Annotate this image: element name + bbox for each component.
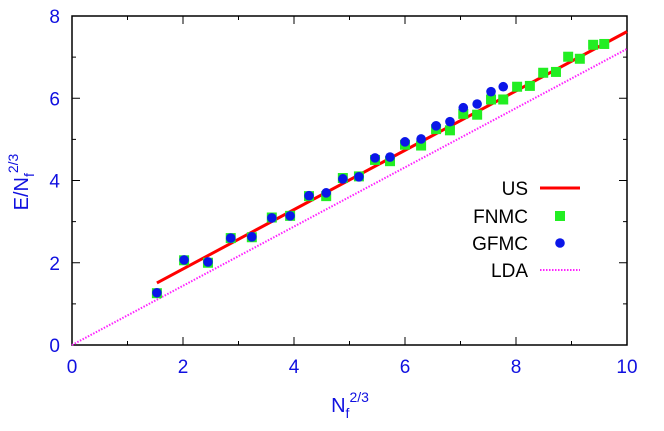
fnmc-point xyxy=(498,94,509,105)
x-tick-label: 2 xyxy=(178,357,189,378)
gfmc-point xyxy=(385,152,395,162)
gfmc-point xyxy=(338,174,348,184)
series-lda-line xyxy=(71,48,628,346)
gfmc-point xyxy=(486,86,496,97)
gfmc-point xyxy=(179,255,189,265)
y-tick-label: 6 xyxy=(49,89,60,110)
legend-label-lda: LDA xyxy=(491,261,528,282)
fnmc-point xyxy=(538,67,549,78)
x-tick-label: 4 xyxy=(289,357,300,378)
gfmc-point xyxy=(225,233,236,243)
fnmc-point xyxy=(512,81,523,92)
fnmc-point xyxy=(599,38,610,49)
legend-label-us: US xyxy=(502,179,528,200)
gfmc-point xyxy=(285,211,295,221)
y-tick-label: 8 xyxy=(49,7,60,28)
gfmc-point xyxy=(370,153,380,163)
y-tick-label: 2 xyxy=(49,254,60,275)
gfmc-point xyxy=(247,232,257,242)
gfmc-point xyxy=(152,287,162,298)
y-tick-label: 0 xyxy=(49,336,60,357)
legend-label-fnmc: FNMC xyxy=(473,207,528,228)
legend-swatch-fnmc xyxy=(555,211,565,221)
fnmc-point xyxy=(472,109,483,120)
y-tick-label: 4 xyxy=(49,172,60,193)
x-tick-label: 10 xyxy=(616,357,637,378)
gfmc-point xyxy=(400,137,410,147)
x-tick-label: 8 xyxy=(511,357,522,378)
gfmc-point xyxy=(431,121,441,131)
fnmc-point xyxy=(563,51,574,62)
fnmc-point xyxy=(416,140,427,151)
gfmc-point xyxy=(472,99,482,109)
y-axis-label: E/Nf2/3 xyxy=(5,153,37,210)
gfmc-point xyxy=(416,134,426,144)
fnmc-point xyxy=(458,108,469,119)
x-axis-label: Nf2/3 xyxy=(331,389,369,421)
x-tick-label: 0 xyxy=(67,357,78,378)
gfmc-point xyxy=(498,81,509,92)
x-tick-label: 6 xyxy=(400,357,411,378)
fnmc-point xyxy=(574,53,585,64)
fnmc-point xyxy=(550,66,561,77)
gfmc-point xyxy=(445,116,455,127)
legend-swatch-gfmc xyxy=(555,238,565,248)
gfmc-point xyxy=(321,188,331,198)
gfmc-point xyxy=(304,190,314,201)
legend-label-gfmc: GFMC xyxy=(472,234,528,255)
gfmc-point xyxy=(458,102,469,113)
fnmc-point xyxy=(444,125,455,136)
gfmc-point xyxy=(354,171,364,182)
gfmc-point xyxy=(203,257,213,267)
gfmc-point xyxy=(267,213,277,223)
fnmc-point xyxy=(524,80,535,91)
fnmc-point xyxy=(588,39,599,50)
fnmc-point xyxy=(486,94,497,105)
